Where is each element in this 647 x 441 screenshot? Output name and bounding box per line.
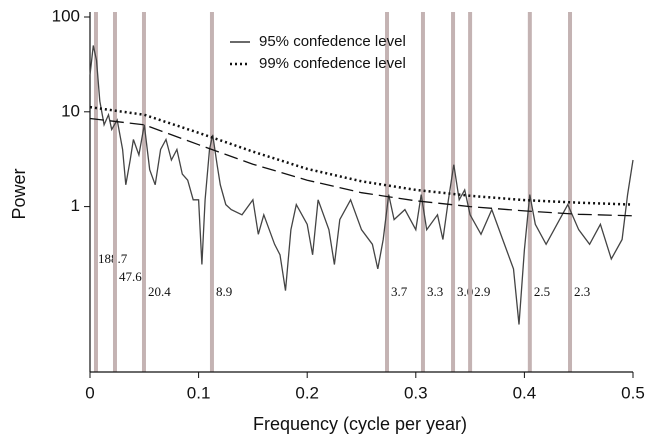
x-axis-label: Frequency (cycle per year) xyxy=(253,414,467,434)
series-line xyxy=(89,45,634,325)
x-tick-label: 0 xyxy=(85,383,94,402)
x-tick-label: 0.3 xyxy=(404,383,428,402)
period-label: 3.3 xyxy=(427,284,443,299)
period-label: 8.9 xyxy=(216,284,232,299)
x-tick-label: 0.5 xyxy=(621,383,645,402)
period-label: 47.6 xyxy=(119,269,142,284)
period-label: 188.7 xyxy=(98,251,128,266)
y-tick-label: 1 xyxy=(71,196,80,215)
y-axis-label: Power xyxy=(9,168,29,219)
x-tick-label: 0.1 xyxy=(187,383,211,402)
series-line xyxy=(89,105,634,206)
period-label: 2.9 xyxy=(474,284,490,299)
period-label: 2.3 xyxy=(574,284,590,299)
period-label: 2.5 xyxy=(534,284,550,299)
x-tick-label: 0.4 xyxy=(513,383,537,402)
x-tick-label: 0.2 xyxy=(295,383,319,402)
period-label: 20.4 xyxy=(148,284,171,299)
series-line xyxy=(89,117,634,217)
y-tick-label: 100 xyxy=(52,6,80,25)
legend-label: 95% confedence level xyxy=(259,33,406,50)
y-tick-label: 10 xyxy=(61,101,80,120)
legend-label: 99% confedence level xyxy=(259,55,406,72)
period-label: 3.7 xyxy=(391,284,408,299)
